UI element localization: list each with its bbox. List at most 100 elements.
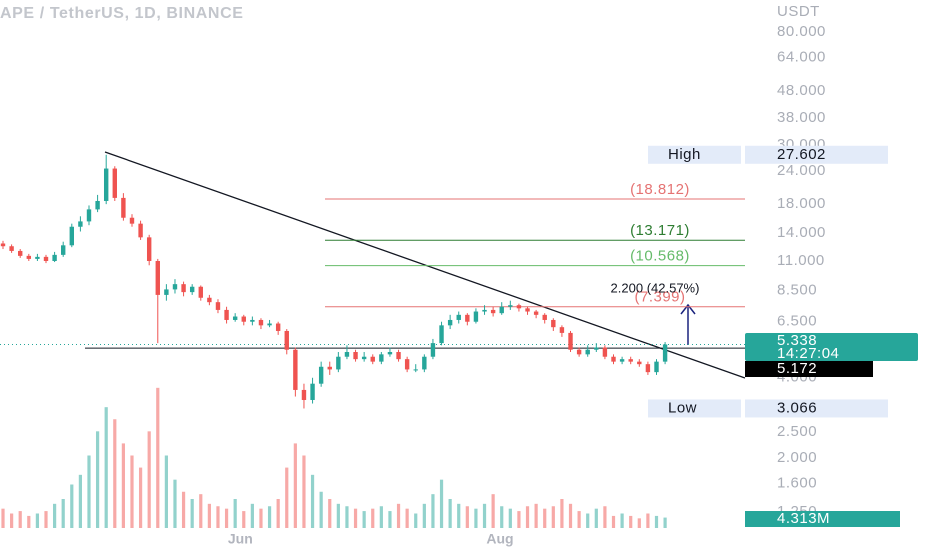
volume-bar xyxy=(276,499,280,528)
candle-body xyxy=(198,286,203,298)
volume-bar xyxy=(379,506,383,528)
volume-bar xyxy=(603,506,607,528)
candle-body xyxy=(181,284,186,293)
volume-bar xyxy=(104,407,108,528)
candle-body xyxy=(542,314,547,320)
volume-bar xyxy=(310,474,315,528)
candle-body xyxy=(602,347,608,357)
candle-body xyxy=(164,289,169,295)
candle-body xyxy=(559,327,565,333)
candle-body xyxy=(551,319,556,328)
candle-body xyxy=(654,361,659,373)
low-label: Low xyxy=(668,399,697,416)
candle-body xyxy=(318,366,324,384)
volume-bar xyxy=(164,455,168,528)
candle-body xyxy=(146,237,152,261)
high-label: High xyxy=(668,146,701,163)
candle-body xyxy=(396,352,401,360)
drawing-layer: (18.812) (13.171) (10.568) (7.399) xyxy=(0,151,770,379)
candle-body xyxy=(207,297,212,303)
volume-bar xyxy=(345,506,349,528)
candle-body xyxy=(121,197,126,218)
volume-bar xyxy=(224,508,229,528)
volume-bar xyxy=(646,513,650,528)
candle-body xyxy=(293,349,298,390)
volume-bar xyxy=(285,467,289,528)
volume-bar xyxy=(199,494,203,528)
volume-bar xyxy=(147,431,151,528)
y-tick-label: 1.600 xyxy=(777,475,817,492)
y-tick-label: 48.000 xyxy=(777,82,826,99)
candle-body xyxy=(533,311,539,315)
candle-body xyxy=(0,243,6,247)
candle-body xyxy=(129,217,135,224)
candle-body xyxy=(508,305,513,307)
volume-bar xyxy=(138,467,143,528)
candle-body xyxy=(473,311,479,322)
low-label-box xyxy=(648,399,741,418)
volume-bar xyxy=(87,455,91,528)
volume-bar xyxy=(216,506,220,528)
candle-body xyxy=(138,223,143,238)
volume-bar xyxy=(156,387,160,528)
high-value: 27.602 xyxy=(777,146,826,163)
arrow-head xyxy=(680,303,696,315)
support-value: 5.172 xyxy=(777,360,817,377)
candle-body xyxy=(86,209,92,222)
candle-body xyxy=(267,323,272,326)
candle-body xyxy=(516,305,522,309)
volume-bar xyxy=(173,479,177,528)
candle-body xyxy=(78,221,83,227)
volume-bar xyxy=(10,513,14,528)
level-label: (13.171) xyxy=(630,222,690,239)
candle-body xyxy=(645,364,651,373)
volume-bar xyxy=(396,503,401,528)
volume-bar xyxy=(620,513,624,528)
candle-body xyxy=(301,389,307,400)
candle-body xyxy=(224,309,229,320)
volume-bar xyxy=(190,499,194,528)
volume-bar xyxy=(508,508,512,528)
candle-body xyxy=(568,332,573,350)
volume-bar xyxy=(482,503,487,528)
volume-bar xyxy=(18,511,22,528)
candle-body xyxy=(275,323,281,331)
candle-body xyxy=(447,319,453,326)
volume-bar xyxy=(302,455,306,528)
volume-bar xyxy=(44,511,48,528)
volume-bar xyxy=(250,503,254,528)
volume-bar xyxy=(61,499,65,528)
candle-body xyxy=(95,200,100,210)
candle-body xyxy=(172,284,178,290)
candle-body xyxy=(52,254,57,261)
volume-bar xyxy=(474,508,478,528)
x-tick-label: Aug xyxy=(486,531,513,547)
candle-body xyxy=(69,226,74,246)
candle-body xyxy=(594,347,599,350)
candle-body xyxy=(43,256,49,261)
volume-badge xyxy=(745,511,900,527)
candle-body xyxy=(60,245,66,255)
candle-body xyxy=(155,260,160,295)
chart-title: APE / TetherUS, 1D, BINANCE xyxy=(0,5,244,22)
volume-bar xyxy=(663,517,667,528)
candle-body xyxy=(482,309,487,312)
candle-body xyxy=(628,359,633,362)
high-value-box xyxy=(745,145,888,164)
trend-line xyxy=(104,151,746,379)
volume-value: 4.313M xyxy=(777,510,830,527)
volume-bar xyxy=(637,518,641,528)
volume-bar xyxy=(1,508,5,528)
y-tick-label: 11.000 xyxy=(777,252,825,269)
level-label: (10.568) xyxy=(630,248,690,265)
candle-body xyxy=(215,302,221,310)
volume-bar xyxy=(534,503,538,528)
candle-body xyxy=(430,343,436,357)
candle-body xyxy=(637,361,642,365)
volume-bar xyxy=(95,431,100,528)
countdown: 14:27:04 xyxy=(777,345,839,362)
volume-bar xyxy=(328,499,332,528)
volume-bar xyxy=(35,513,40,528)
volume-bar xyxy=(457,503,461,528)
